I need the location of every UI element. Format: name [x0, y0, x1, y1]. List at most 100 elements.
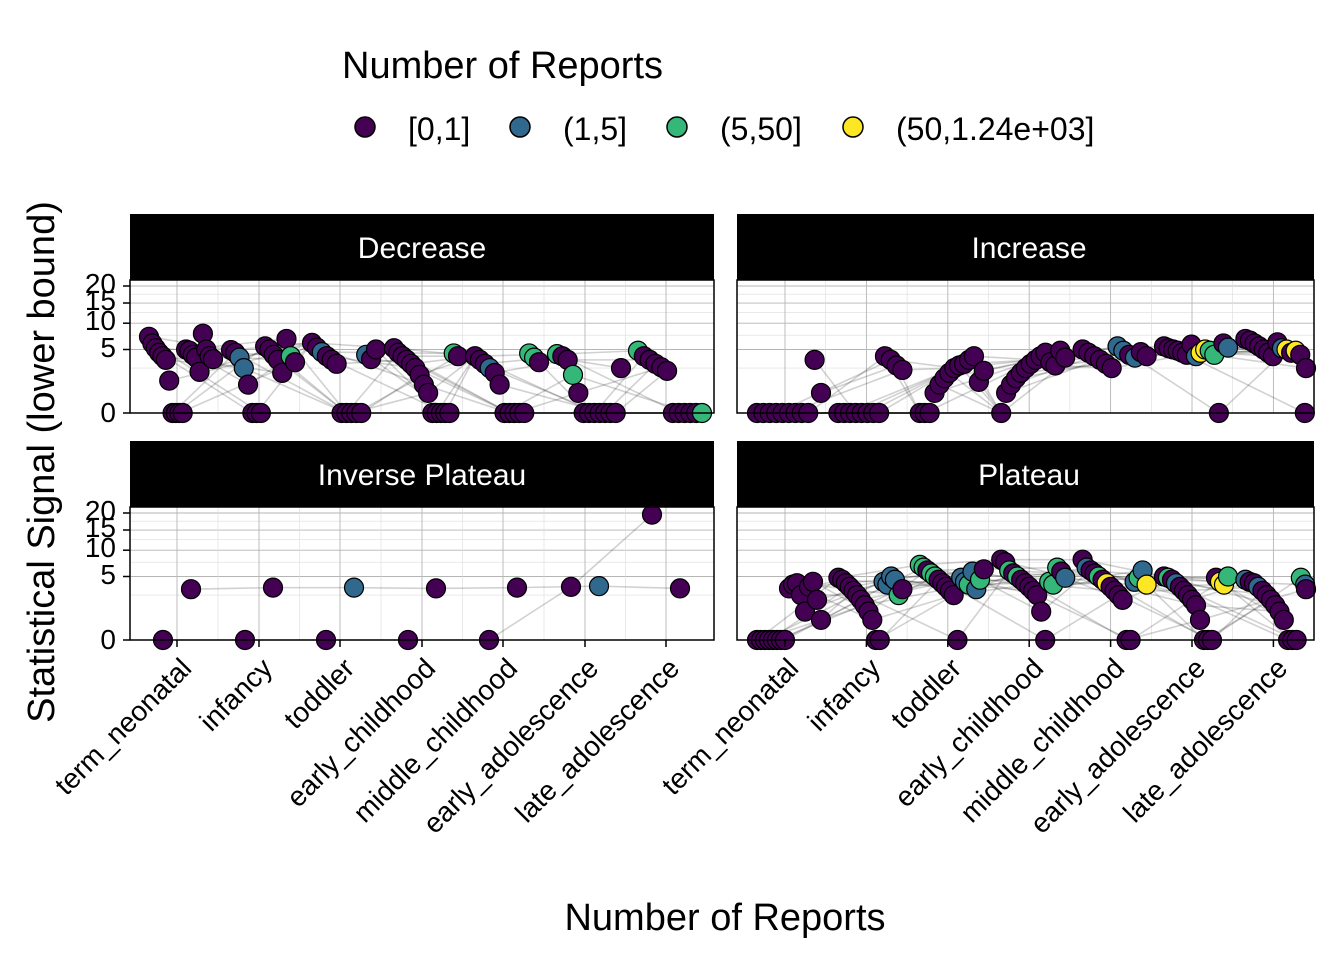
trajectory-line	[234, 352, 347, 414]
data-point	[233, 357, 254, 379]
trajectory-line	[578, 366, 662, 394]
y-tick-label: 20	[85, 268, 116, 299]
panel-plateau: Plateau	[736, 441, 1317, 651]
y-tick-label: 10	[85, 532, 116, 563]
x-tick-label: early_childhood	[889, 652, 1050, 813]
panel-increase: Increase	[736, 214, 1317, 424]
panel-inverse-plateau: Inverse Plateau	[123, 441, 715, 651]
legend-key-2	[666, 116, 688, 138]
trajectory-line	[1211, 590, 1264, 641]
trajectory-line	[615, 370, 668, 414]
data-point	[1101, 357, 1122, 379]
legend-title: Number of Reports	[342, 45, 663, 87]
trajectory-line	[948, 372, 1002, 414]
trajectory-line	[872, 594, 954, 621]
panel-border	[736, 279, 1315, 414]
trajectory-line	[355, 355, 459, 414]
data-point	[641, 504, 663, 525]
trajectory-line	[979, 579, 1042, 613]
trajectory-line	[162, 355, 283, 374]
trajectory-line	[190, 586, 274, 590]
trajectory-line	[360, 374, 421, 414]
data-point	[804, 349, 825, 370]
panel-border	[736, 506, 1315, 641]
data-point	[326, 353, 347, 374]
y-tick-label: 20	[85, 495, 116, 526]
plot-area-plateau	[736, 506, 1317, 651]
trajectory-line	[516, 585, 600, 589]
data-point	[155, 349, 176, 370]
x-tick-label: infancy	[802, 652, 887, 737]
data-point	[365, 339, 387, 360]
trajectory-line	[331, 359, 446, 414]
y-tick-label: 5	[100, 332, 116, 363]
y-tick-label: 0	[100, 624, 116, 655]
trajectory-line	[423, 383, 510, 414]
data-point	[237, 374, 259, 395]
plot-area-increase	[736, 279, 1317, 424]
y-tick-label: 15	[85, 512, 116, 543]
data-point	[202, 349, 224, 370]
data-point	[943, 584, 964, 606]
data-point	[806, 589, 828, 610]
strip-label-plateau: Plateau	[978, 459, 1080, 492]
y-axis-bottom: 0 5 10 15 20	[85, 495, 116, 655]
data-point	[562, 364, 584, 385]
x-tick-label: early_childhood	[281, 652, 442, 813]
legend-key-1	[509, 116, 531, 138]
data-point	[528, 352, 550, 373]
data-point	[810, 609, 832, 631]
strip-plateau	[737, 441, 1314, 507]
trajectory-line	[1146, 584, 1205, 641]
data-point	[656, 360, 678, 381]
y-tick-label: 5	[100, 559, 116, 590]
trajectory-line	[845, 570, 973, 585]
legend-label-0: [0,1]	[408, 111, 470, 147]
trajectory-line	[598, 585, 681, 590]
trajectory-line	[1036, 594, 1131, 641]
data-point	[180, 579, 202, 600]
data-point	[1136, 346, 1157, 367]
legend-key-0	[354, 116, 376, 138]
strip-label-increase: Increase	[971, 232, 1086, 265]
legend: Number of Reports [0,1] (1,5] (5,50] (50…	[342, 45, 1094, 147]
trajectory-line	[1040, 569, 1092, 613]
data-point	[1031, 601, 1052, 622]
plot-area-decrease	[123, 279, 715, 424]
data-point	[802, 571, 824, 592]
x-axis-right: term_neonatal infancy toddler early_chil…	[656, 652, 1294, 839]
trajectory-line	[561, 355, 680, 414]
strip-decrease	[130, 214, 714, 280]
x-tick-label: term_neonatal	[49, 652, 198, 801]
data-point	[963, 346, 985, 367]
trajectory-line	[879, 579, 940, 641]
data-point	[489, 374, 510, 395]
data-point	[159, 370, 180, 391]
data-point	[973, 559, 994, 580]
y-tick-label: 10	[85, 305, 116, 336]
trajectory-line	[956, 569, 1010, 641]
data-point	[1055, 567, 1076, 588]
trajectory-line	[776, 588, 903, 641]
data-point	[568, 382, 589, 404]
data-point	[418, 382, 439, 404]
data-point	[189, 361, 210, 382]
trajectory-line	[1044, 594, 1120, 641]
trajectory-line	[243, 367, 347, 414]
y-tick-label: 15	[85, 285, 116, 316]
panel-border	[129, 279, 715, 414]
data-point	[276, 328, 297, 350]
data-point	[506, 577, 528, 598]
trajectory-line	[764, 575, 892, 641]
trajectory-line	[414, 367, 510, 414]
trajectory-line	[1118, 594, 1213, 641]
data-point	[560, 576, 582, 597]
panel-decrease: Decrease	[123, 214, 715, 424]
data-point	[262, 577, 284, 598]
trajectory-line	[435, 586, 518, 590]
y-axis-title: Statistical Signal (lower bound)	[21, 201, 63, 723]
legend-label-2: (5,50]	[720, 111, 802, 147]
data-point	[1295, 357, 1317, 379]
data-point	[1295, 579, 1317, 600]
